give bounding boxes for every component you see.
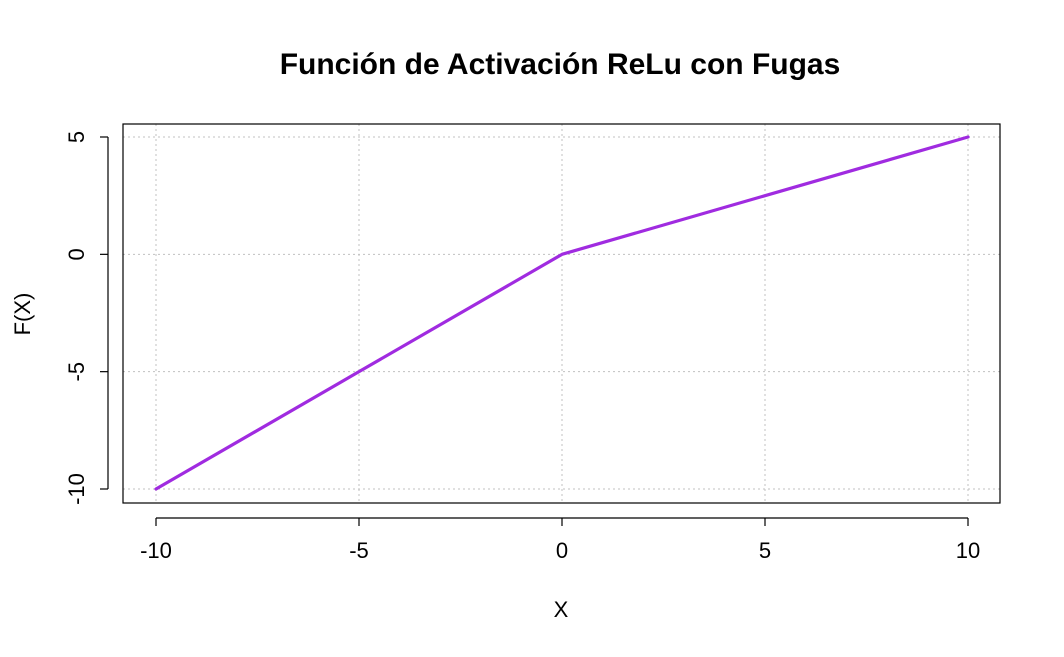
x-tick-label: 5	[759, 538, 771, 563]
x-tick-label: 10	[956, 538, 980, 563]
y-tick-label: -5	[64, 362, 89, 382]
x-axis: -10 -5 0 5 10	[140, 517, 980, 563]
x-tick-label: -10	[140, 538, 172, 563]
y-axis: -10 -5 0 5	[64, 131, 109, 505]
series-layer	[154, 135, 970, 491]
y-tick-label: 0	[64, 248, 89, 260]
y-axis-label: F(X)	[10, 293, 35, 336]
chart-title: Función de Activación ReLu con Fugas	[280, 48, 841, 81]
x-axis-label: X	[554, 597, 569, 622]
plot-frame	[122, 123, 1001, 504]
grid-layer	[123, 124, 1000, 503]
y-tick-label: 5	[64, 131, 89, 143]
x-tick-label: -5	[349, 538, 369, 563]
y-tick-label: -10	[64, 473, 89, 505]
x-tick-label: 0	[556, 538, 568, 563]
series-line-0	[154, 135, 970, 491]
